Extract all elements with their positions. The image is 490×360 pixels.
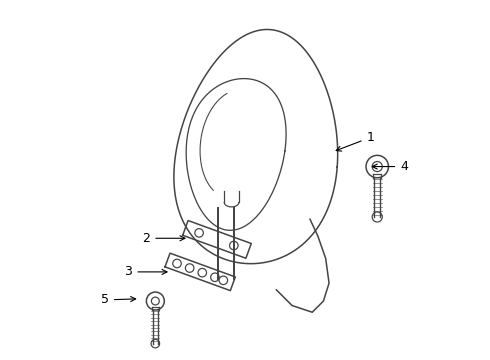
Text: 3: 3 xyxy=(124,265,167,278)
Text: 5: 5 xyxy=(101,293,136,306)
Text: 1: 1 xyxy=(336,131,374,151)
Text: 2: 2 xyxy=(143,232,185,245)
Text: 4: 4 xyxy=(372,160,408,173)
